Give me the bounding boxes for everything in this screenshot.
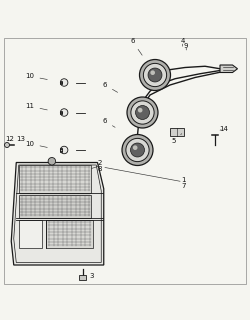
Text: 8: 8 bbox=[98, 166, 102, 172]
Text: 6: 6 bbox=[103, 82, 118, 92]
Ellipse shape bbox=[148, 68, 162, 82]
Ellipse shape bbox=[126, 138, 149, 162]
Ellipse shape bbox=[133, 145, 138, 150]
Ellipse shape bbox=[130, 143, 144, 157]
Ellipse shape bbox=[136, 106, 149, 119]
FancyBboxPatch shape bbox=[79, 275, 86, 280]
Ellipse shape bbox=[138, 108, 142, 113]
Text: 4: 4 bbox=[180, 38, 185, 46]
FancyBboxPatch shape bbox=[60, 81, 62, 84]
Text: 11: 11 bbox=[26, 103, 47, 110]
Ellipse shape bbox=[131, 101, 154, 124]
FancyBboxPatch shape bbox=[19, 165, 91, 193]
Text: 3: 3 bbox=[84, 271, 94, 278]
Ellipse shape bbox=[150, 70, 155, 75]
Text: 5: 5 bbox=[172, 134, 182, 144]
Circle shape bbox=[60, 146, 68, 154]
FancyBboxPatch shape bbox=[60, 148, 62, 152]
Ellipse shape bbox=[140, 60, 170, 91]
Polygon shape bbox=[11, 163, 104, 265]
Text: 7: 7 bbox=[182, 183, 186, 189]
Text: 1: 1 bbox=[182, 177, 186, 183]
Text: 9: 9 bbox=[184, 43, 188, 50]
FancyBboxPatch shape bbox=[46, 220, 92, 247]
Circle shape bbox=[48, 157, 56, 165]
FancyBboxPatch shape bbox=[60, 111, 62, 114]
Ellipse shape bbox=[122, 134, 153, 165]
Circle shape bbox=[4, 142, 10, 148]
Text: 6: 6 bbox=[130, 38, 142, 55]
Polygon shape bbox=[220, 65, 238, 73]
Ellipse shape bbox=[127, 97, 158, 128]
Circle shape bbox=[60, 79, 68, 86]
FancyBboxPatch shape bbox=[19, 220, 42, 247]
Text: 12: 12 bbox=[5, 136, 14, 142]
Text: 13: 13 bbox=[16, 136, 25, 142]
Text: 2: 2 bbox=[98, 160, 102, 166]
Text: 10: 10 bbox=[26, 73, 47, 79]
Ellipse shape bbox=[144, 63, 167, 87]
Text: 10: 10 bbox=[26, 141, 47, 148]
Text: 14: 14 bbox=[219, 126, 228, 132]
FancyBboxPatch shape bbox=[170, 128, 184, 136]
FancyBboxPatch shape bbox=[19, 195, 91, 218]
Circle shape bbox=[60, 109, 68, 116]
Text: 6: 6 bbox=[103, 118, 115, 127]
